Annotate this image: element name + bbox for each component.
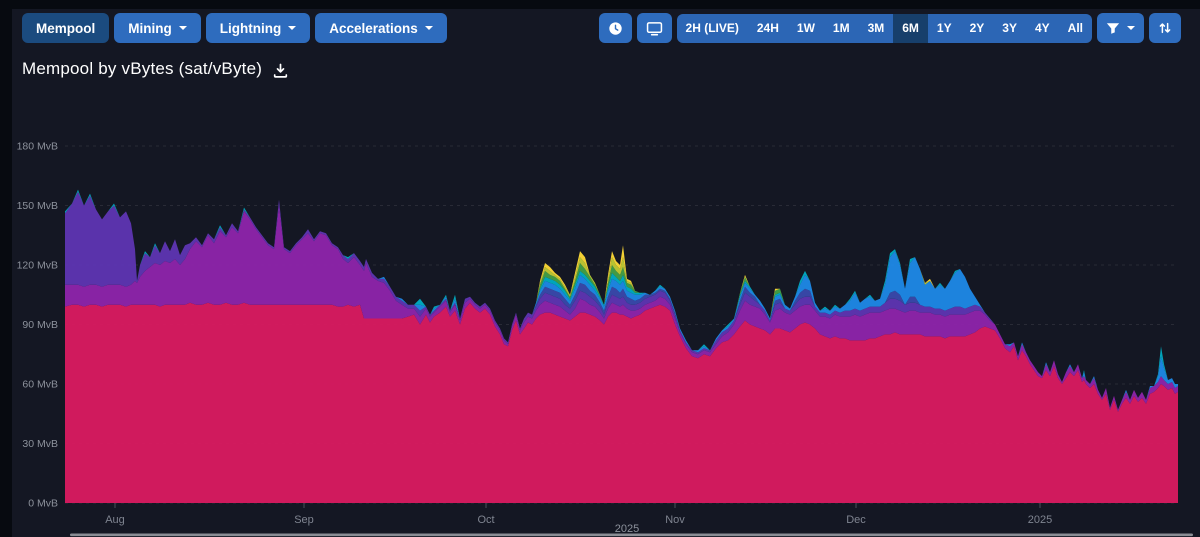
nav-mining-label: Mining [128,20,172,36]
funnel-icon [1106,22,1120,35]
range-1y-button[interactable]: 1Y [928,14,961,43]
range-3y-button[interactable]: 3Y [993,14,1026,43]
nav-lightning-button[interactable]: Lightning [205,13,311,43]
range-6m-button[interactable]: 6M [893,13,928,43]
range-4y-button[interactable]: 4Y [1026,14,1059,43]
nav-accelerations-label: Accelerations [329,20,418,36]
mempool-app: Mempool Mining Lightning Accelerations [12,9,1200,537]
mempool-chart[interactable] [12,119,1200,537]
caret-down-icon [178,26,187,30]
range-all-button[interactable]: All [1059,14,1092,43]
range-1w-button[interactable]: 1W [788,14,824,43]
toolbar: Mempool Mining Lightning Accelerations [12,9,1200,43]
clock-button[interactable] [598,13,632,43]
nav-mining-button[interactable]: Mining [114,13,201,43]
nav-lightning-label: Lightning [219,20,282,36]
range-1m-button[interactable]: 1M [824,14,859,43]
arrows-up-down-icon [1158,21,1172,35]
range-24h-button[interactable]: 24H [748,14,788,43]
range-2h-live-button[interactable]: 2H (LIVE) [677,14,748,43]
caret-down-icon [1127,26,1135,30]
display-icon [646,21,663,36]
caret-down-icon [424,26,433,30]
page-title: Mempool by vBytes (sat/vByte) [22,59,263,78]
download-icon[interactable] [273,63,288,78]
display-button[interactable] [636,13,672,43]
title-row: Mempool by vBytes (sat/vByte) [22,59,1200,79]
sort-button[interactable] [1149,13,1181,43]
range-3m-button[interactable]: 3M [859,14,894,43]
nav-group: Mempool Mining Lightning Accelerations [22,13,447,43]
nav-accelerations-button[interactable]: Accelerations [315,13,447,43]
range-2y-button[interactable]: 2Y [961,14,994,43]
nav-mempool-button[interactable]: Mempool [22,13,110,43]
chart-controls: 2H (LIVE) 24H 1W 1M 3M 6M 1Y 2Y 3Y 4Y Al… [598,13,1181,43]
clock-icon [608,21,623,36]
caret-down-icon [288,26,297,30]
filter-button[interactable] [1097,13,1144,43]
time-range-selector: 2H (LIVE) 24H 1W 1M 3M 6M 1Y 2Y 3Y 4Y Al… [676,13,1092,43]
